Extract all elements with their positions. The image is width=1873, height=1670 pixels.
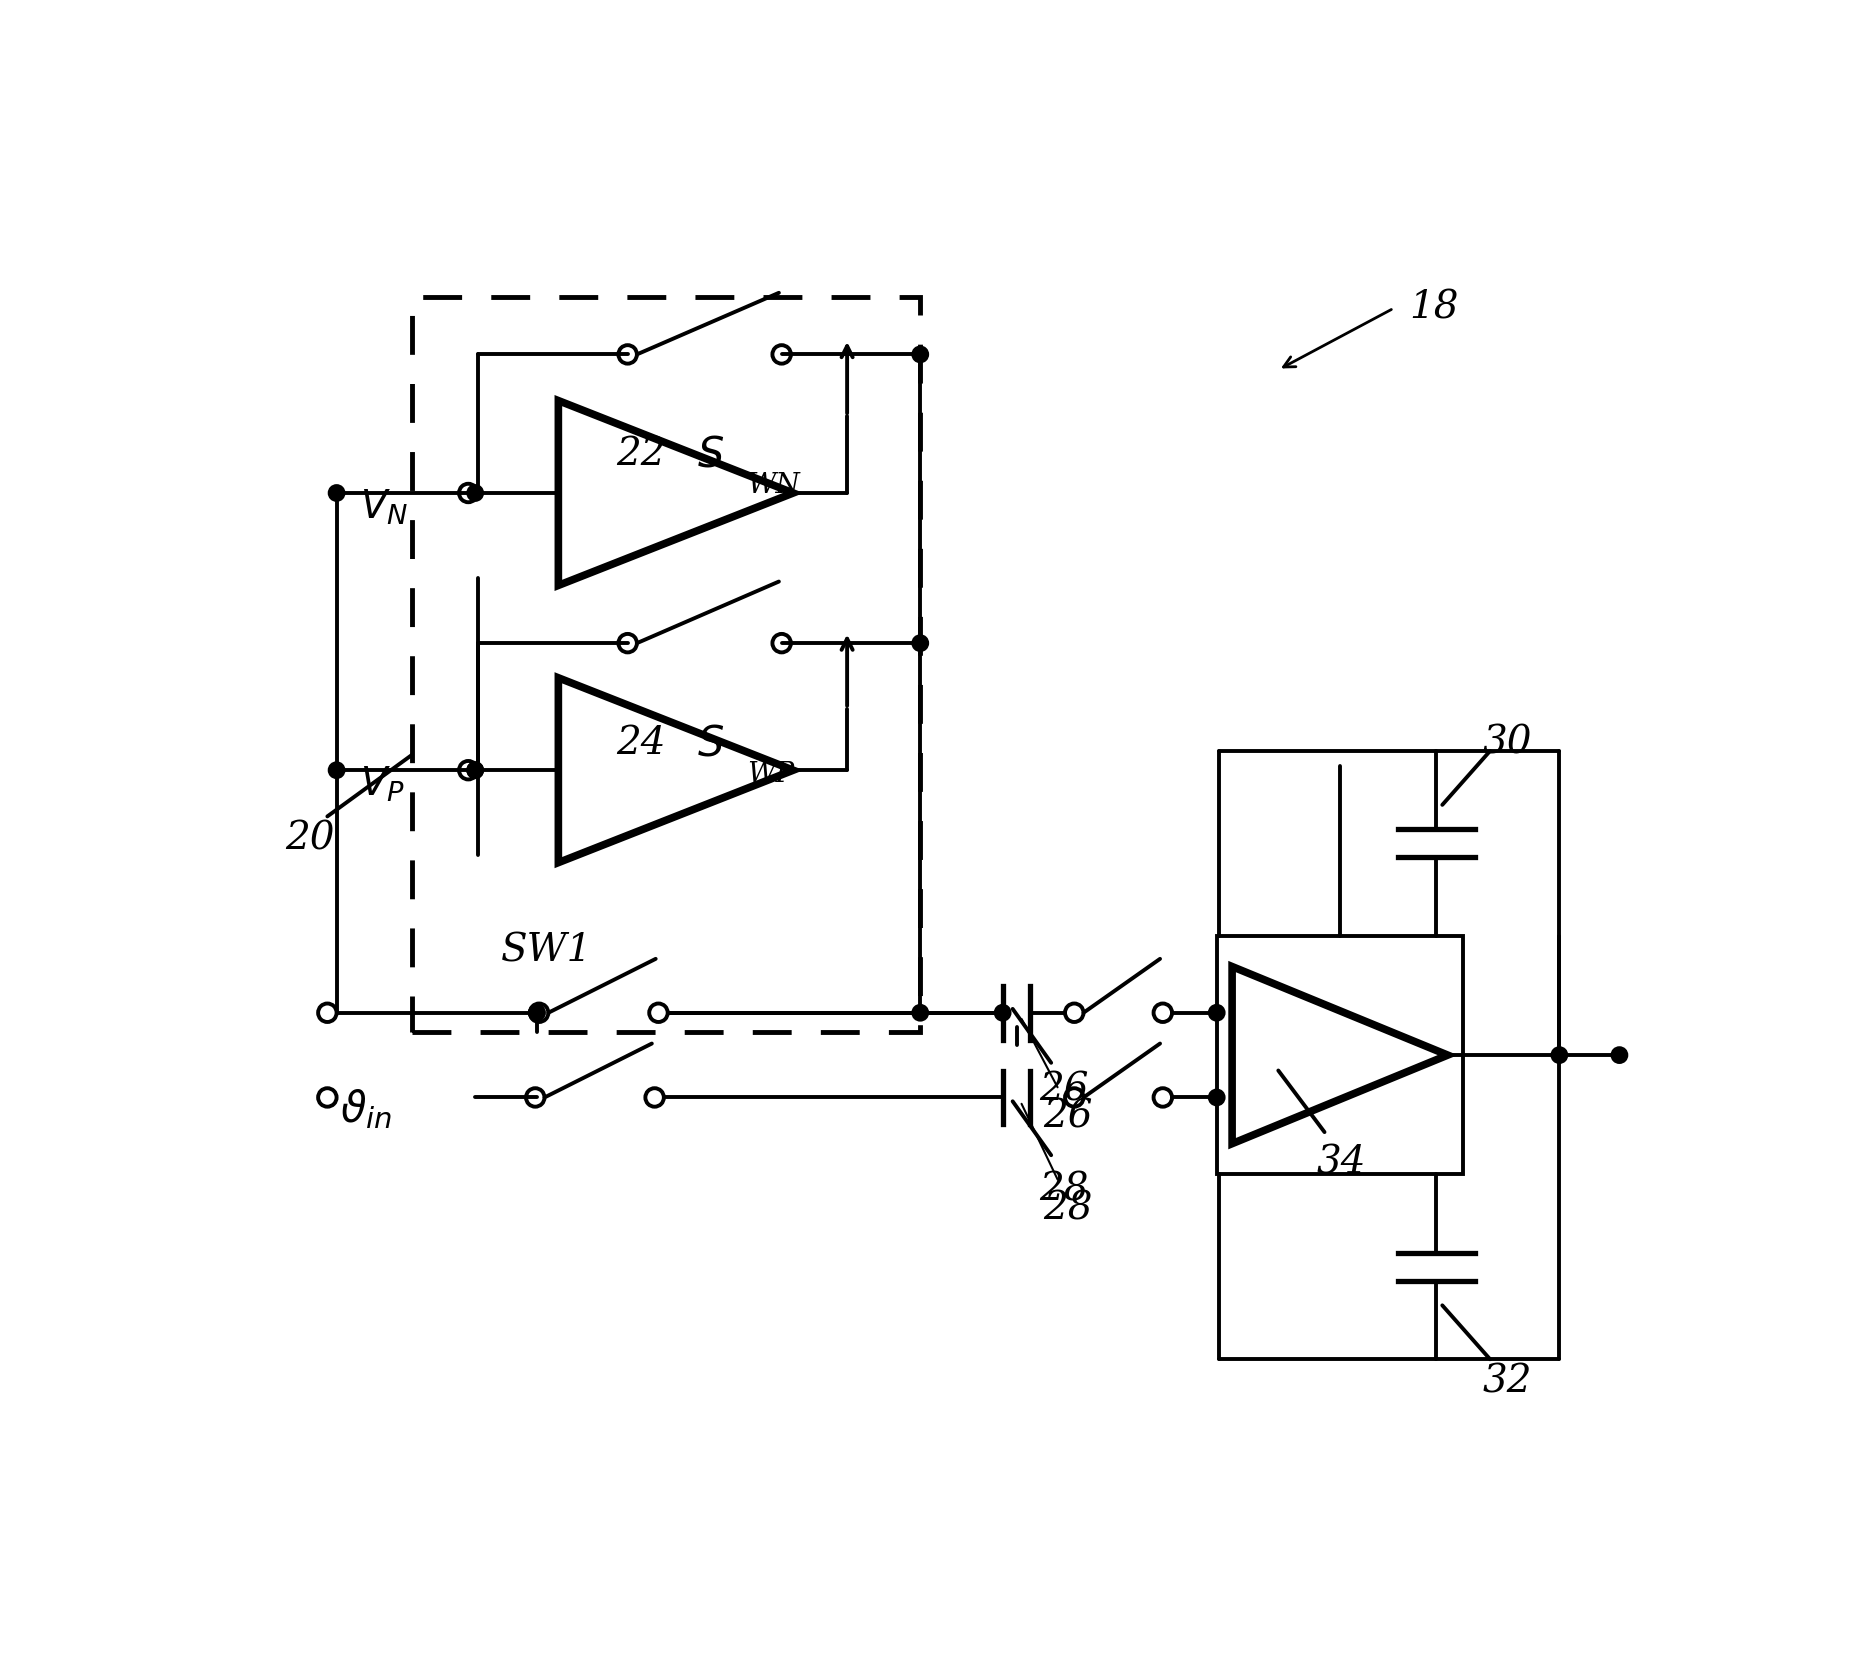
Text: 18: 18 xyxy=(1408,289,1459,327)
Circle shape xyxy=(1210,1091,1223,1104)
Circle shape xyxy=(1613,1049,1626,1062)
Circle shape xyxy=(914,347,927,361)
Text: $V_P$: $V_P$ xyxy=(360,765,405,803)
Circle shape xyxy=(914,636,927,650)
Text: 32: 32 xyxy=(1482,1364,1532,1401)
Text: 30: 30 xyxy=(1482,725,1532,762)
Bar xyxy=(412,297,920,1032)
Text: 22: 22 xyxy=(616,436,665,473)
Text: 20: 20 xyxy=(285,822,335,858)
Text: 34: 34 xyxy=(1317,1144,1365,1181)
Text: $S$: $S$ xyxy=(697,721,725,765)
Circle shape xyxy=(468,763,481,777)
Text: 28: 28 xyxy=(1040,1171,1088,1209)
Text: WP: WP xyxy=(747,760,794,788)
Circle shape xyxy=(530,1005,543,1020)
Text: $S$: $S$ xyxy=(697,434,725,476)
Text: WN: WN xyxy=(747,473,800,499)
Circle shape xyxy=(468,486,481,499)
Circle shape xyxy=(996,1005,1010,1020)
Circle shape xyxy=(330,763,343,777)
Circle shape xyxy=(530,1005,543,1020)
Circle shape xyxy=(914,1005,927,1020)
Text: $\vartheta_{in}$: $\vartheta_{in}$ xyxy=(341,1087,393,1131)
Bar xyxy=(1217,935,1463,1174)
Text: $V_N$: $V_N$ xyxy=(360,488,408,526)
Text: 28: 28 xyxy=(1043,1191,1094,1227)
Text: 24: 24 xyxy=(616,725,665,762)
Text: SW1: SW1 xyxy=(500,932,592,970)
Circle shape xyxy=(1553,1049,1566,1062)
Circle shape xyxy=(330,486,343,499)
Text: 26: 26 xyxy=(1040,1070,1088,1109)
Text: 26: 26 xyxy=(1043,1099,1094,1136)
Circle shape xyxy=(1210,1005,1223,1020)
Circle shape xyxy=(468,763,481,777)
